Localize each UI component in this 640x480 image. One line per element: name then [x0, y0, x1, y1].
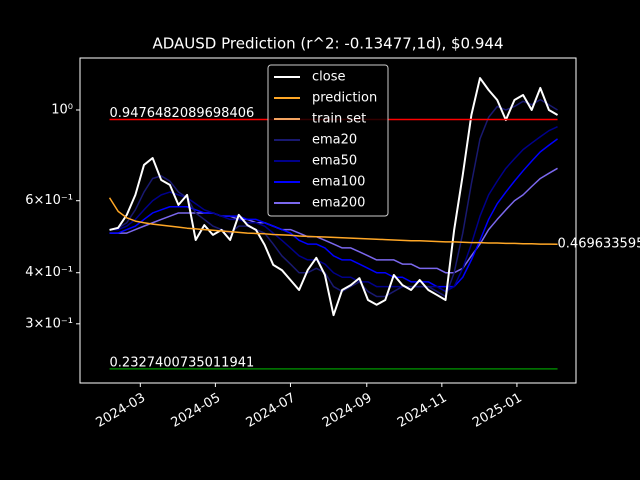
y-tick-label: 10⁰ [51, 102, 73, 117]
legend-label: ema50 [312, 154, 357, 169]
reference-label: 0.9476482089698406 [110, 106, 255, 121]
prediction-end-label: 0.469633595 [558, 237, 640, 252]
legend: close prediction train set ema20 ema50 ema100… [267, 64, 389, 217]
series-line [109, 98, 558, 298]
chart-title: ADAUSD Prediction (r^2: -0.13477,1d), $0… [152, 35, 503, 53]
legend-label: prediction [312, 91, 377, 106]
y-tick-label: 6×10⁻¹ [25, 193, 73, 208]
legend-label: ema100 [312, 175, 365, 190]
legend-label: ema20 [312, 133, 357, 148]
series-line [108, 197, 558, 245]
axes-frame [79, 57, 577, 384]
y-tick-label: 3×10⁻¹ [25, 316, 73, 331]
legend-label: close [312, 70, 345, 85]
legend-label: ema200 [312, 196, 365, 211]
series-line [109, 77, 559, 317]
y-tick-label: 4×10⁻¹ [25, 265, 73, 280]
series-line [109, 138, 558, 288]
series-line [109, 167, 558, 274]
legend-label: train set [312, 112, 366, 127]
reference-label: 0.2327400735011941 [110, 355, 255, 370]
plot-area [108, 77, 559, 370]
legend-box [267, 64, 389, 217]
